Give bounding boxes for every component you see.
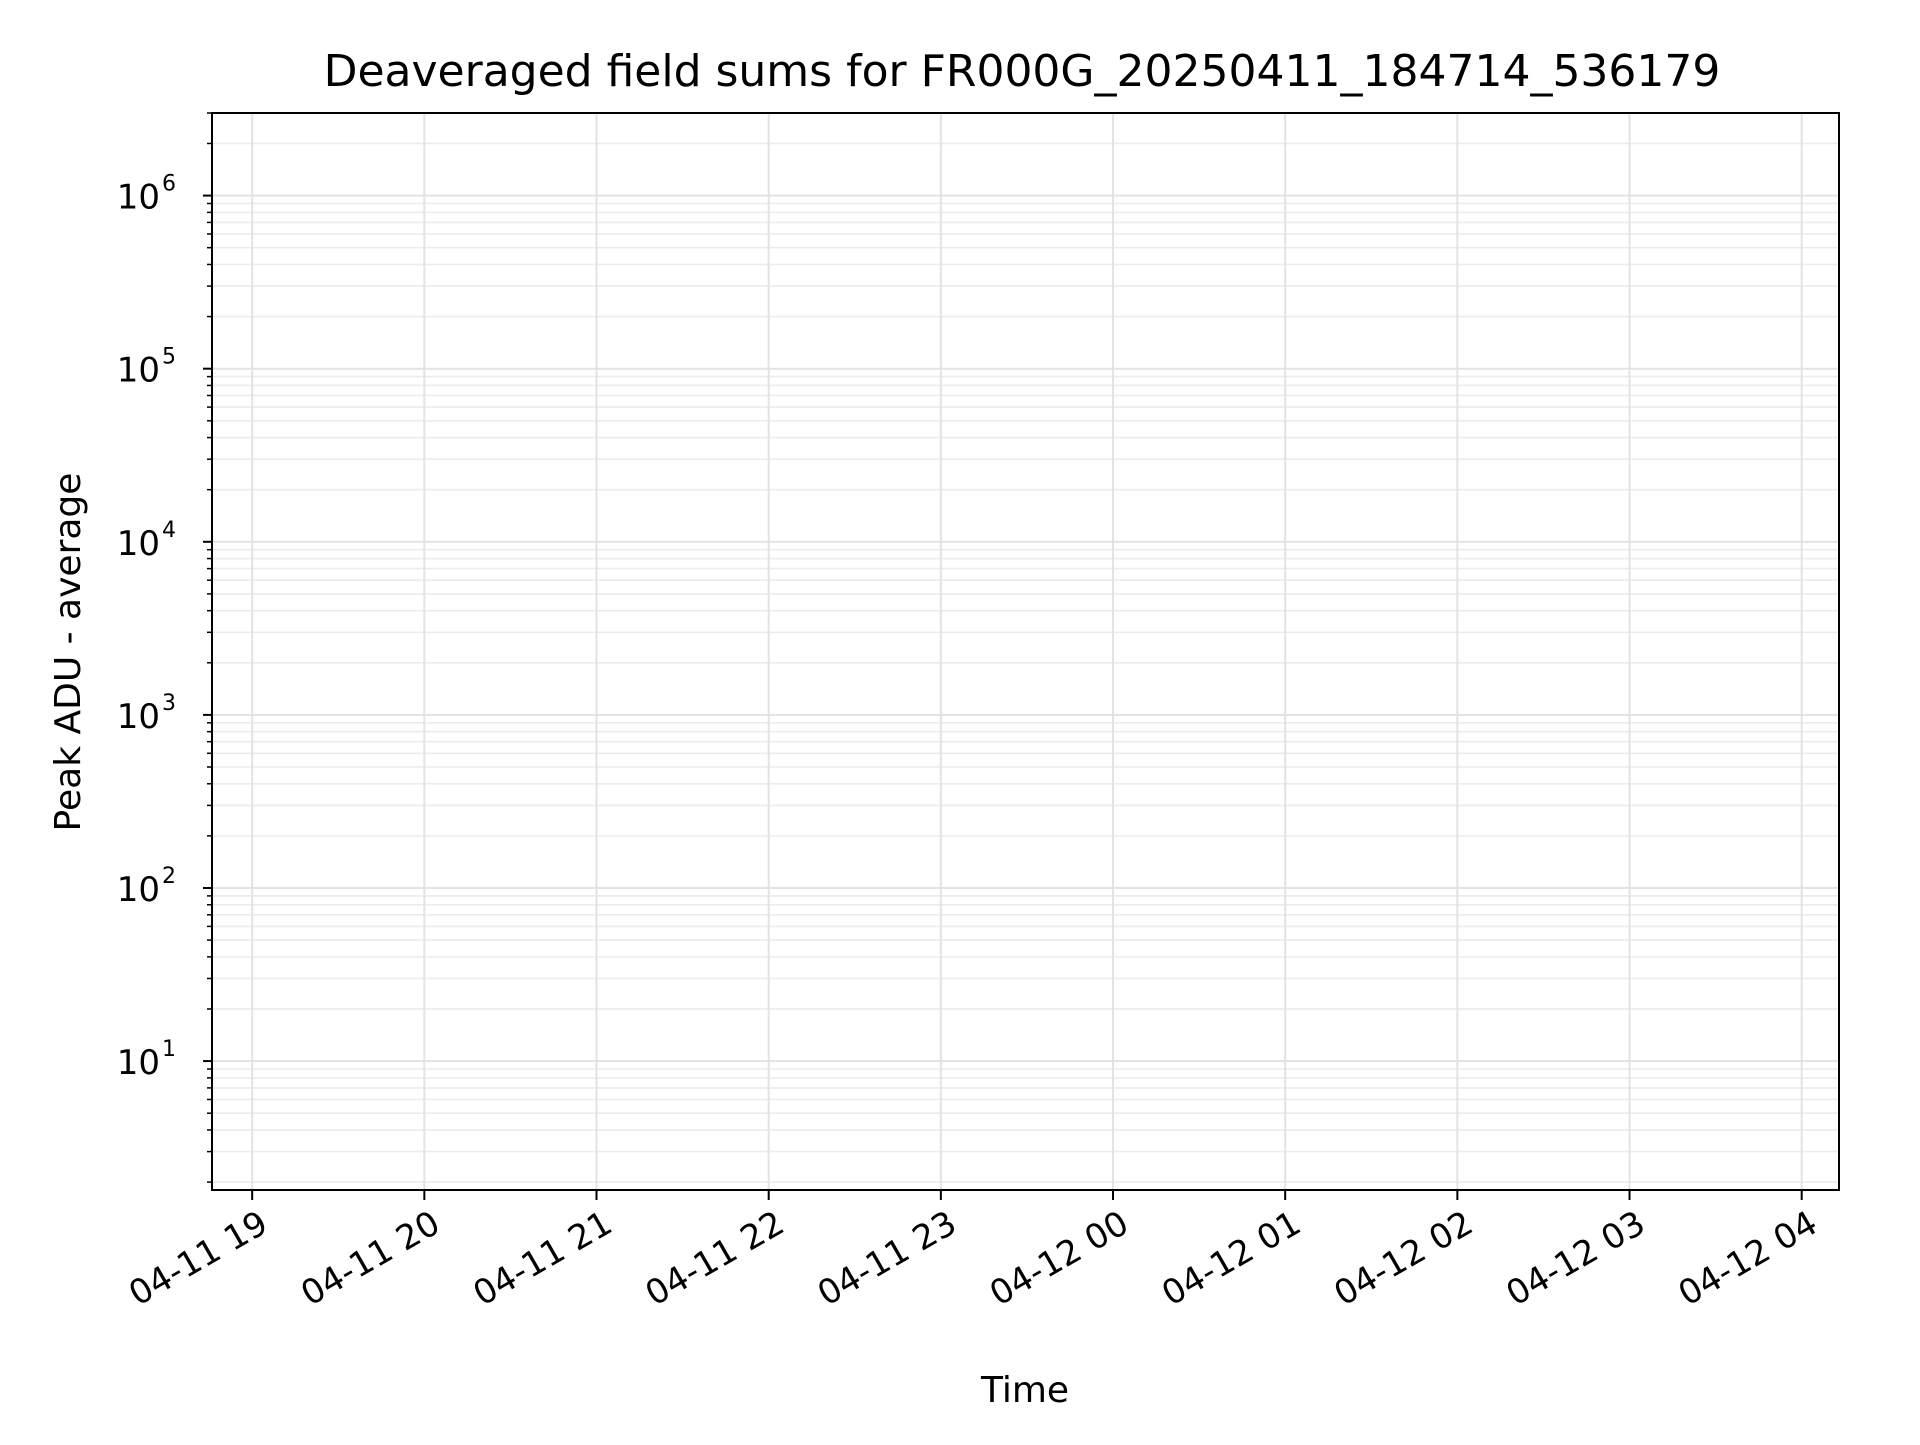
y-tick-label: 10 (117, 870, 160, 910)
grid-layer (212, 112, 1839, 1190)
y-tick-exponent: 2 (162, 864, 176, 889)
y-tick-label: 10 (117, 697, 160, 737)
y-tick-exponent: 3 (162, 691, 176, 716)
plot-area-frame (211, 112, 1840, 1191)
y-tick-exponent: 6 (162, 172, 176, 197)
y-tick-label: 10 (117, 178, 160, 218)
y-tick-label: 10 (117, 1043, 160, 1083)
y-tick-exponent: 4 (162, 518, 176, 543)
y-axis-label: Peak ADU - average (48, 473, 89, 832)
y-tick-exponent: 5 (162, 345, 176, 370)
y-tick-exponent: 1 (162, 1037, 176, 1062)
y-tick-label: 10 (117, 524, 160, 564)
chart-title: Deaveraged field sums for FR000G_2025041… (324, 46, 1721, 97)
y-tick-label: 10 (117, 351, 160, 391)
x-axis-label: Time (980, 1370, 1069, 1411)
